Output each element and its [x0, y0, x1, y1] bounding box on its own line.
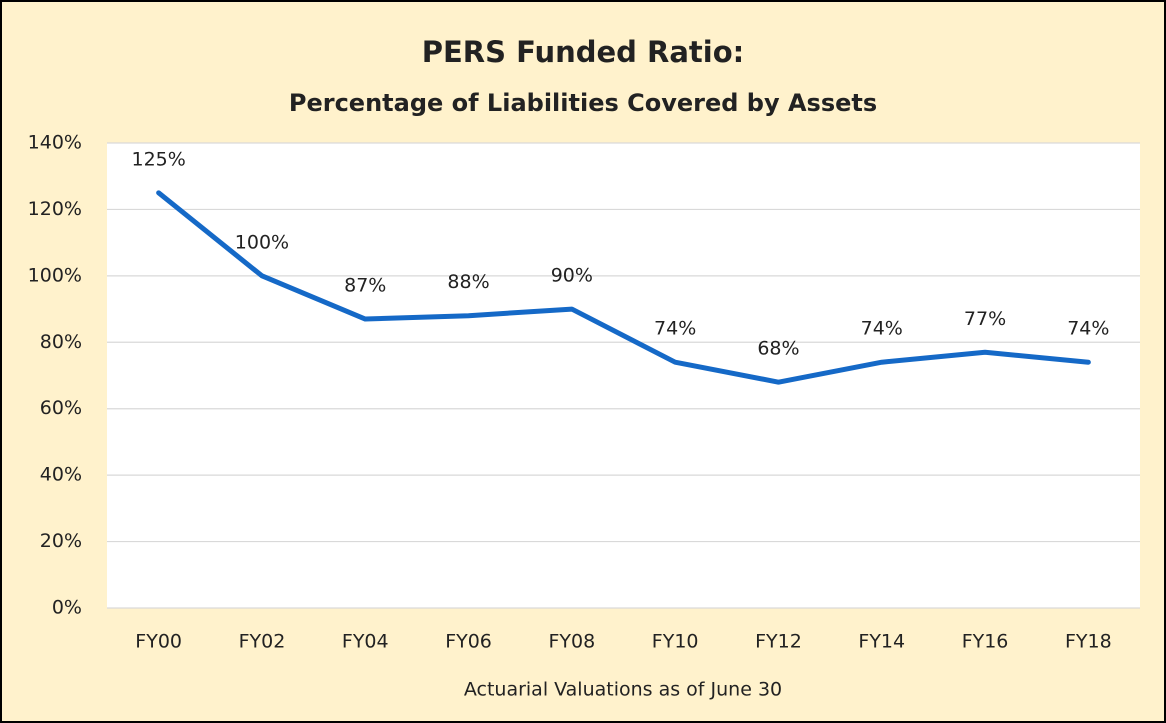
x-tick-label: FY08 [548, 631, 595, 653]
chart-subtitle: Percentage of Liabilities Covered by Ass… [289, 89, 877, 117]
x-axis-label: Actuarial Valuations as of June 30 [464, 679, 782, 701]
x-tick-label: FY18 [1065, 631, 1112, 653]
x-tick-label: FY14 [858, 631, 905, 653]
y-tick-label: 100% [28, 264, 82, 286]
data-label: 74% [861, 318, 903, 340]
data-line [156, 190, 1091, 385]
y-tick-label: 80% [40, 331, 82, 353]
x-tick-label: FY00 [135, 631, 182, 653]
y-tick-label: 60% [40, 397, 82, 419]
x-tick-label: FY04 [342, 631, 389, 653]
y-tick-label: 20% [40, 530, 82, 552]
x-tick-label: FY10 [652, 631, 699, 653]
plot-area [107, 143, 1140, 608]
data-label: 125% [131, 148, 185, 170]
data-label: 87% [344, 275, 386, 297]
data-label: 77% [964, 308, 1006, 330]
y-tick-label: 140% [28, 132, 82, 154]
x-tick-label: FY06 [445, 631, 492, 653]
x-tick-label: FY02 [239, 631, 286, 653]
x-tick-label: FY16 [962, 631, 1009, 653]
data-label: 74% [654, 318, 696, 340]
data-label: 74% [1067, 318, 1109, 340]
data-label: 100% [235, 231, 289, 253]
y-tick-label: 40% [40, 464, 82, 486]
x-tick-label: FY12 [755, 631, 802, 653]
data-label: 88% [447, 271, 489, 293]
y-tick-label: 0% [52, 597, 82, 619]
data-label: 90% [551, 265, 593, 287]
chart-title: PERS Funded Ratio: [422, 35, 745, 69]
y-tick-label: 120% [28, 198, 82, 220]
data-label: 68% [757, 338, 799, 360]
